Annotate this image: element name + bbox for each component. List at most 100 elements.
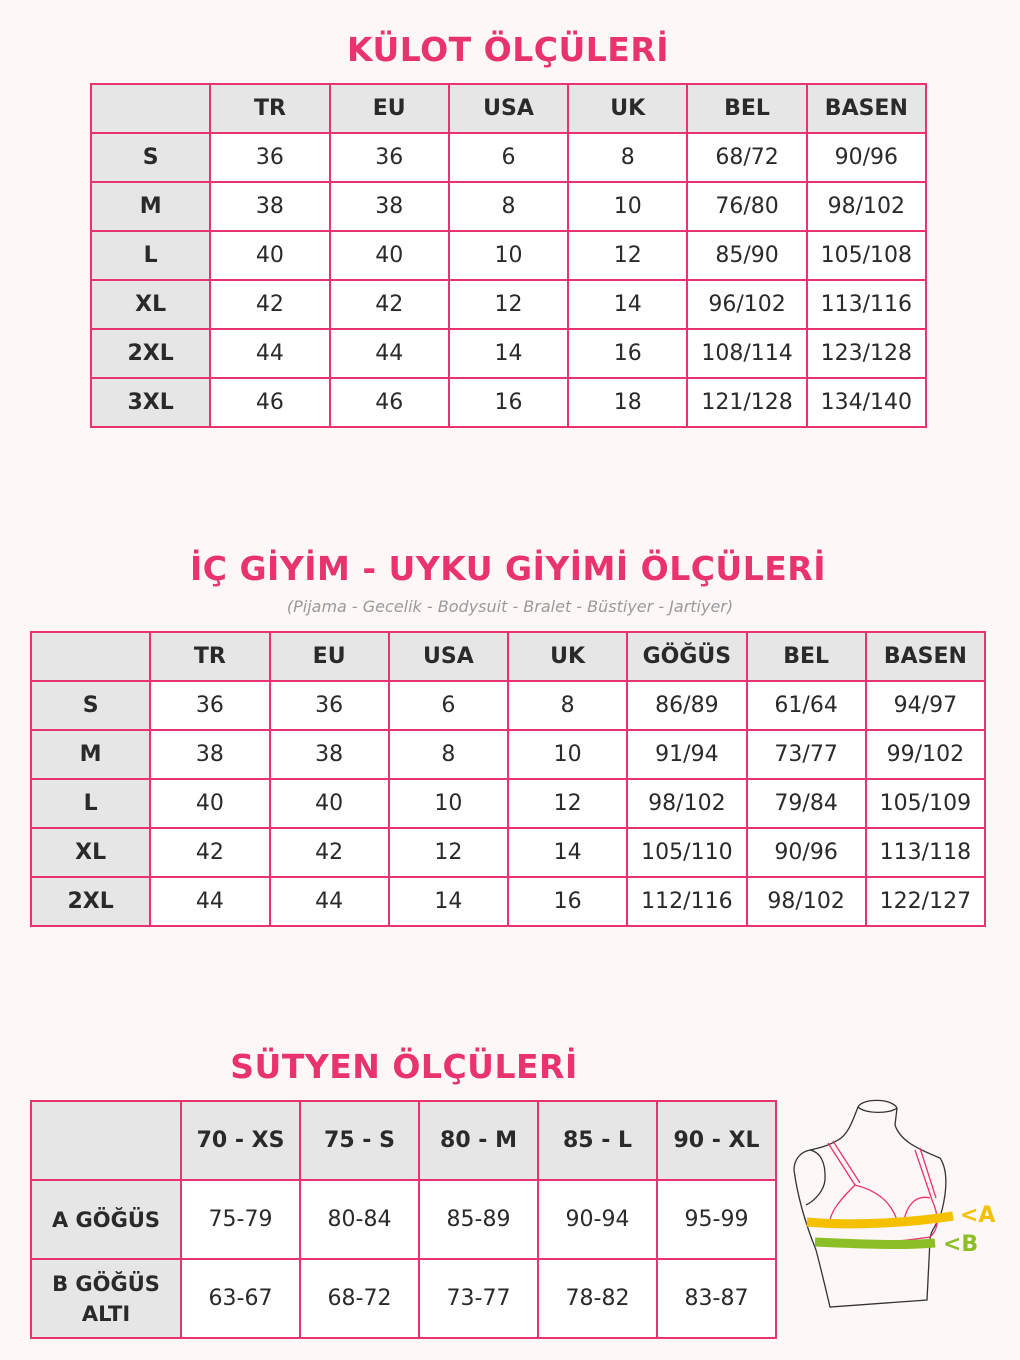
table-cell: 44: [149, 876, 271, 927]
table-cell: 105/109: [864, 778, 987, 829]
column-header: BASEN: [864, 631, 987, 682]
row-header: M: [89, 181, 212, 232]
table-cell: 90/96: [745, 827, 867, 878]
table-cell: 10: [387, 778, 510, 829]
table-cell: 12: [506, 778, 629, 829]
row-header: 3XL: [89, 377, 212, 428]
table-cell: 38: [149, 729, 271, 780]
table-cell: 42: [328, 279, 450, 330]
table-cell: 16: [447, 377, 570, 428]
table-cell: 44: [268, 876, 390, 927]
column-header: 80 - M: [418, 1100, 539, 1181]
table-cell: 83-87: [656, 1258, 777, 1339]
table-cell: 79/84: [745, 778, 867, 829]
table-cell: 8: [447, 181, 570, 232]
table-cell: 46: [209, 377, 331, 428]
column-header: BEL: [745, 631, 867, 682]
row-header: XL: [89, 279, 212, 330]
column-header: UK: [506, 631, 629, 682]
table-cell: 16: [506, 876, 629, 927]
row-header: L: [89, 230, 212, 281]
label-a: <A: [960, 1203, 996, 1228]
column-header: USA: [387, 631, 510, 682]
row-header: XL: [29, 827, 152, 878]
table-cell: 14: [387, 876, 510, 927]
row-header: B GÖĞÜS ALTI: [30, 1258, 182, 1339]
table-row: S 36 36 6 8 68/72 90/96: [89, 132, 928, 183]
table-row: 2XL 44 44 14 16 108/114 123/128: [89, 328, 928, 379]
table-cell: 36: [268, 680, 390, 731]
table-cell: 123/128: [805, 328, 928, 379]
column-header: BEL: [686, 83, 808, 134]
table-cell: 86/89: [626, 680, 748, 731]
table-row: S 36 36 6 8 86/89 61/64 94/97: [29, 680, 987, 731]
table-row: L 40 40 10 12 98/102 79/84 105/109: [29, 778, 987, 829]
table-row: 3XL 46 46 16 18 121/128 134/140: [89, 377, 928, 428]
table-row: L 40 40 10 12 85/90 105/108: [89, 230, 928, 281]
table-cell: 6: [447, 132, 570, 183]
table-cell: 73/77: [745, 729, 867, 780]
kulot-size-table: TR EU USA UK BEL BASEN S 36 36 6 8 68/72 90/96 M 38 38 8…: [89, 83, 928, 428]
table-row: XL 42 42 12 14 96/102 113/116: [89, 279, 928, 330]
table-cell: 8: [387, 729, 510, 780]
table-cell: 12: [447, 279, 570, 330]
sutyen-title: SÜTYEN ÖLÇÜLERİ: [230, 1047, 578, 1086]
corner-cell: [89, 83, 212, 134]
table-cell: 113/116: [805, 279, 928, 330]
table-cell: 42: [209, 279, 331, 330]
row-header: M: [29, 729, 152, 780]
table-cell: 42: [149, 827, 271, 878]
label-b: <B: [943, 1232, 979, 1257]
table-row: XL 42 42 12 14 105/110 90/96 113/118: [29, 827, 987, 878]
column-header: 85 - L: [537, 1100, 658, 1181]
column-header: 75 - S: [299, 1100, 420, 1181]
table-cell: 38: [328, 181, 450, 232]
column-header: GÖĞÜS: [626, 631, 748, 682]
table-cell: 10: [506, 729, 629, 780]
band-a: [806, 1211, 954, 1229]
row-header: L: [29, 778, 152, 829]
table-cell: 38: [268, 729, 390, 780]
table-cell: 121/128: [686, 377, 808, 428]
row-header: S: [29, 680, 152, 731]
row-header: S: [89, 132, 212, 183]
header-row: 70 - XS 75 - S 80 - M 85 - L 90 - XL: [30, 1100, 777, 1181]
table-cell: 40: [149, 778, 271, 829]
table-cell: 40: [268, 778, 390, 829]
table-cell: 46: [328, 377, 450, 428]
column-header: UK: [567, 83, 689, 134]
header-row: TR EU USA UK BEL BASEN: [89, 83, 928, 134]
table-cell: 68/72: [686, 132, 808, 183]
table-row: M 38 38 8 10 91/94 73/77 99/102: [29, 729, 987, 780]
table-cell: 68-72: [299, 1258, 420, 1339]
table-row: 2XL 44 44 14 16 112/116 98/102 122/127: [29, 876, 987, 927]
table-cell: 108/114: [686, 328, 808, 379]
kulot-title: KÜLOT ÖLÇÜLERİ: [346, 30, 670, 69]
table-cell: 40: [209, 230, 331, 281]
table-cell: 76/80: [686, 181, 808, 232]
table-cell: 10: [567, 181, 689, 232]
table-cell: 42: [268, 827, 390, 878]
table-cell: 94/97: [864, 680, 987, 731]
column-header: EU: [328, 83, 450, 134]
column-header: 90 - XL: [656, 1100, 777, 1181]
table-cell: 95-99: [656, 1179, 777, 1260]
table-cell: 105/110: [626, 827, 748, 878]
column-header: TR: [209, 83, 331, 134]
table-cell: 8: [567, 132, 689, 183]
table-cell: 90-94: [537, 1179, 658, 1260]
sutyen-size-table: 70 - XS 75 - S 80 - M 85 - L 90 - XL A GÖĞÜS 7…: [30, 1100, 777, 1339]
table-cell: 14: [567, 279, 689, 330]
table-cell: 122/127: [864, 876, 987, 927]
table-cell: 12: [387, 827, 510, 878]
table-cell: 98/102: [626, 778, 748, 829]
table-cell: 40: [328, 230, 450, 281]
table-cell: 98/102: [805, 181, 928, 232]
table-cell: 18: [567, 377, 689, 428]
table-cell: 96/102: [686, 279, 808, 330]
bra-measurement-diagram: [793, 1099, 954, 1308]
row-header: 2XL: [29, 876, 152, 927]
table-row: A GÖĞÜS 75-79 80-84 85-89 90-94 95-99: [30, 1179, 777, 1260]
corner-cell: [29, 631, 152, 682]
table-cell: 105/108: [805, 230, 928, 281]
